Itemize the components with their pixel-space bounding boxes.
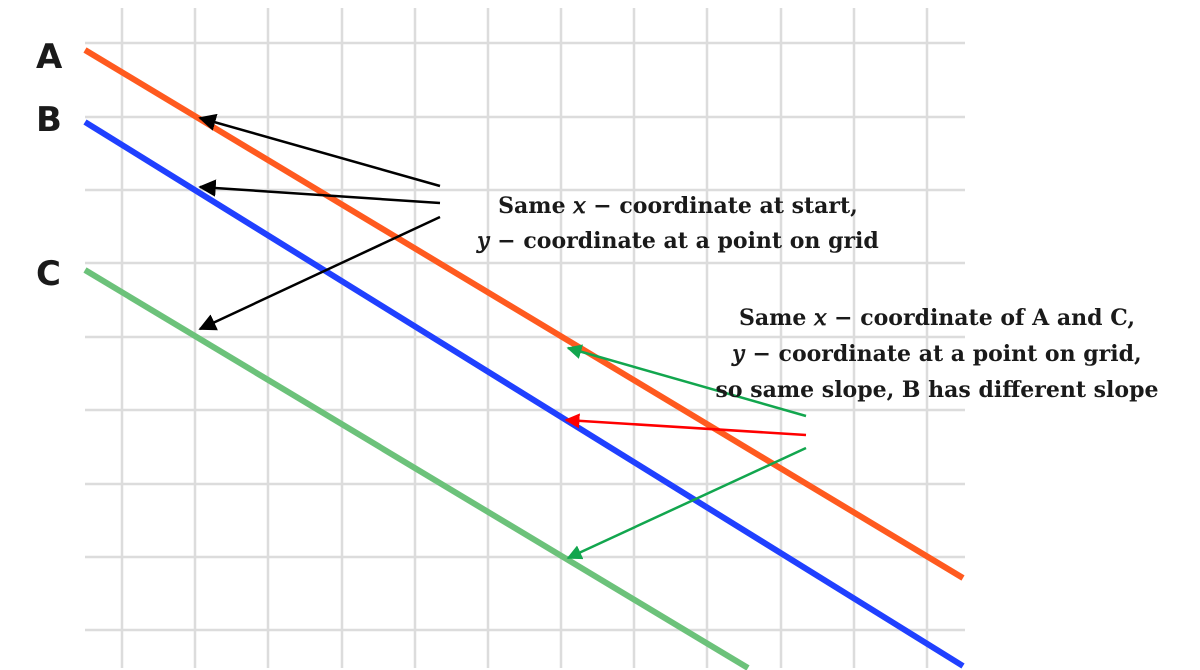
arrow-to-c-start — [198, 215, 441, 331]
note-slope-line1: Same 𝑥 − coordinate of A and C, — [739, 305, 1135, 331]
grid — [85, 8, 965, 668]
arrow-to-a-grid-point — [566, 344, 807, 418]
arrow-to-b-grid-point — [564, 413, 807, 437]
arrow-to-a-start — [198, 113, 441, 188]
line-a — [83, 47, 965, 581]
note-start-line1: Same 𝑥 − coordinate at start, — [498, 193, 858, 219]
note-slope-line2: 𝑦 − coordinate at a point on grid, — [730, 341, 1141, 367]
note-slope-line3: so same slope, B has different slope — [716, 377, 1159, 403]
note-start-line2: 𝑦 − coordinate at a point on grid — [475, 228, 879, 254]
line-b — [83, 119, 965, 669]
line-c — [83, 267, 750, 670]
line-a-label: A — [36, 37, 63, 77]
arrow-to-c-grid-point — [566, 446, 807, 560]
arrow-to-b-start — [198, 179, 441, 205]
line-b-label: B — [36, 100, 62, 140]
line-c-label: C — [36, 254, 61, 294]
